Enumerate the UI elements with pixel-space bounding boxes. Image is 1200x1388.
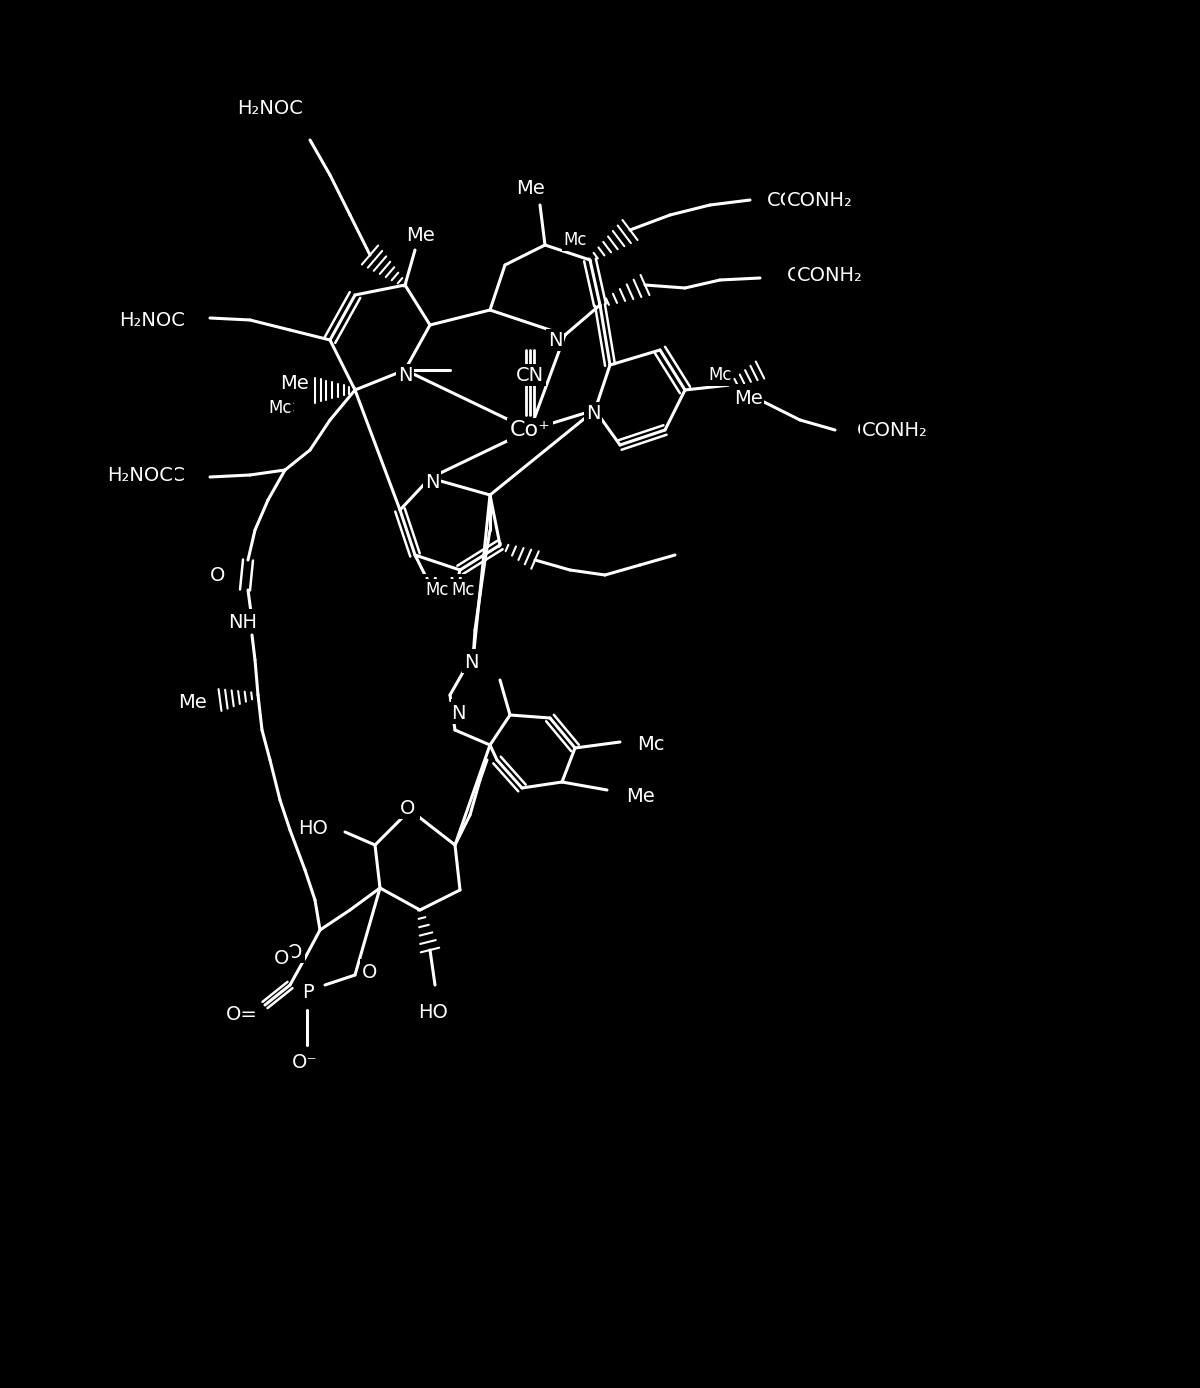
Text: Mc: Mc <box>271 398 295 416</box>
Text: NH: NH <box>228 612 258 632</box>
Text: N: N <box>463 651 478 669</box>
Text: CONH₂: CONH₂ <box>862 421 928 440</box>
Text: Mc: Mc <box>563 230 587 248</box>
Text: Mc: Mc <box>636 733 664 751</box>
Text: CONH₂: CONH₂ <box>857 421 923 440</box>
Text: O=: O= <box>226 1005 258 1024</box>
Text: Me: Me <box>625 787 654 805</box>
Text: H₂NOC: H₂NOC <box>107 465 173 484</box>
Text: O: O <box>287 942 302 962</box>
Text: CONH₂: CONH₂ <box>787 265 853 285</box>
Text: CONH₂: CONH₂ <box>767 190 833 210</box>
Text: N: N <box>463 652 479 672</box>
Text: Mc: Mc <box>637 734 665 754</box>
Text: O: O <box>362 960 378 980</box>
Text: P: P <box>301 980 313 999</box>
Text: Me: Me <box>516 179 545 197</box>
Text: Mc: Mc <box>269 398 292 416</box>
Text: Me: Me <box>733 389 762 408</box>
Text: O⁻: O⁻ <box>292 1051 318 1070</box>
Text: H₂NOC: H₂NOC <box>119 465 185 484</box>
Text: Me: Me <box>624 783 653 802</box>
Text: O: O <box>401 798 415 818</box>
Text: O: O <box>239 1004 252 1022</box>
Text: Me: Me <box>516 179 545 197</box>
Text: O: O <box>277 951 293 969</box>
Text: Mc: Mc <box>451 582 475 600</box>
Text: O: O <box>362 962 378 981</box>
Text: N: N <box>397 365 413 384</box>
Text: Mc: Mc <box>424 576 446 594</box>
Text: Me: Me <box>281 373 310 393</box>
Text: Mc: Mc <box>449 576 472 594</box>
Text: Mc: Mc <box>425 582 449 600</box>
Text: H₂NOC: H₂NOC <box>238 99 302 118</box>
Text: HO: HO <box>420 1001 450 1020</box>
Text: Co⁺: Co⁺ <box>510 421 551 440</box>
Text: HO: HO <box>418 1002 448 1022</box>
Text: O: O <box>210 565 226 584</box>
Text: H₂NOC: H₂NOC <box>119 311 185 329</box>
Text: CONH₂: CONH₂ <box>787 190 853 210</box>
Text: N: N <box>586 404 600 422</box>
Text: O: O <box>210 565 226 584</box>
Text: N: N <box>425 472 439 491</box>
Text: CONH₂: CONH₂ <box>797 265 863 285</box>
Text: H₂NOC: H₂NOC <box>119 311 185 329</box>
Text: Mc: Mc <box>708 366 732 384</box>
Text: Me: Me <box>179 690 208 709</box>
Text: CN: CN <box>516 365 544 384</box>
Text: Me: Me <box>731 386 760 404</box>
Text: O: O <box>402 798 418 818</box>
Text: P: P <box>302 984 314 1002</box>
Text: O: O <box>275 948 289 967</box>
Text: N: N <box>547 330 563 350</box>
Text: N: N <box>452 701 467 719</box>
Text: Me: Me <box>179 693 208 712</box>
Text: H₂NOC: H₂NOC <box>238 99 302 118</box>
Text: NH: NH <box>230 611 259 630</box>
Text: HO: HO <box>298 819 328 837</box>
Text: Me: Me <box>406 225 434 244</box>
Text: Mc: Mc <box>708 366 732 384</box>
Text: Me: Me <box>281 373 310 393</box>
Text: Me: Me <box>406 225 434 244</box>
Text: N: N <box>451 704 466 723</box>
Text: O⁻: O⁻ <box>292 1053 318 1073</box>
Text: HO: HO <box>298 818 328 837</box>
Text: Mc: Mc <box>563 230 587 248</box>
